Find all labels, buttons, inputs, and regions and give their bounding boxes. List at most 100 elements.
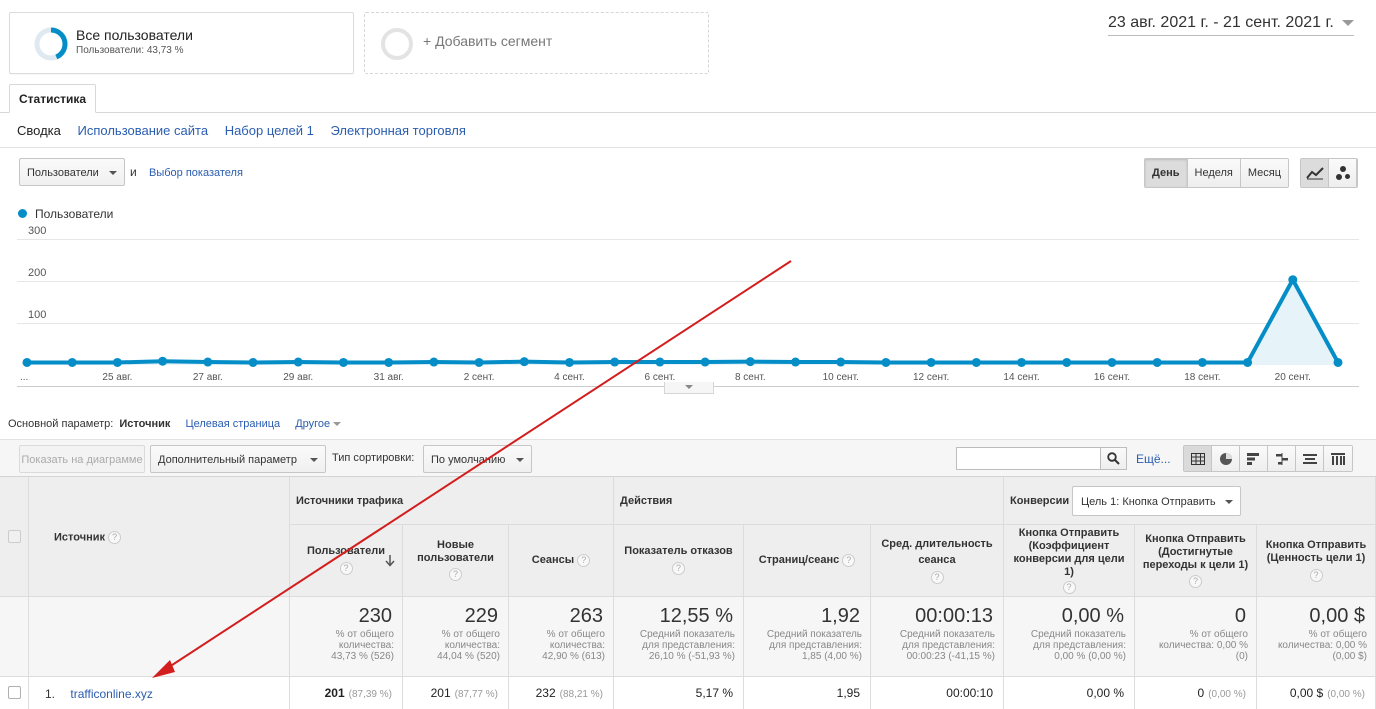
help-icon[interactable]: ?: [672, 562, 685, 576]
granularity-week-button[interactable]: Неделя: [1187, 159, 1241, 187]
help-icon[interactable]: ?: [449, 568, 462, 582]
data-table-view-icon[interactable]: [1184, 446, 1212, 471]
sort-type-select[interactable]: По умолчанию: [423, 445, 532, 473]
cell-main-value: 5,17 %: [695, 686, 733, 700]
group-conversions: Конверсии Цель 1: Кнопка Отправить: [1004, 477, 1376, 525]
date-range-label: 23 авг. 2021 г. - 21 сент. 2021 г.: [1108, 14, 1334, 31]
help-icon[interactable]: ?: [930, 571, 944, 585]
subnav-ecommerce[interactable]: Электронная торговля: [330, 123, 466, 138]
cell-main-value: 201: [324, 686, 345, 700]
primary-dimension-other[interactable]: Другое: [295, 418, 342, 430]
totals-sublabel-line: количества: 0,00 %: [1158, 640, 1248, 651]
table-view-toggle: [1183, 445, 1353, 472]
help-icon[interactable]: ?: [1062, 580, 1076, 594]
chevron-down-icon: [1341, 19, 1354, 26]
data-point: [519, 357, 529, 367]
add-segment-button[interactable]: + Добавить сегмент: [364, 12, 709, 74]
col-goal-value[interactable]: Кнопка Отправить (Ценность цели 1) ?: [1257, 525, 1376, 597]
cell-value: 0,00 %: [1087, 686, 1124, 700]
cell-main-value: 0: [1197, 686, 1205, 700]
advanced-filter-link[interactable]: Ещё...: [1136, 452, 1171, 466]
legend-label: Пользователи: [35, 207, 114, 221]
choose-metric-link[interactable]: Выбор показателя: [149, 167, 243, 179]
totals-value: 263: [569, 605, 603, 627]
subnav-site-usage[interactable]: Использование сайта: [77, 123, 209, 138]
x-tick-label: 20 сент.: [1275, 372, 1311, 383]
data-point: [1107, 357, 1117, 367]
motion-chart-icon[interactable]: [1329, 159, 1357, 187]
select-all-checkbox[interactable]: [7, 530, 21, 543]
plot-rows-button[interactable]: Показать на диаграмме: [19, 445, 145, 473]
bar-chart-view-icon[interactable]: [1240, 446, 1268, 471]
search-button[interactable]: [1100, 447, 1127, 470]
data-point: [248, 357, 258, 367]
totals-checkbox-cell: [0, 597, 29, 677]
subnav-divider: [0, 147, 1376, 148]
chart-legend: Пользователи: [18, 207, 113, 221]
col-sessions[interactable]: Сеансы ?: [509, 525, 614, 597]
cell-main-value: 0,00 %: [1086, 686, 1124, 700]
row-index: 1.: [45, 687, 56, 701]
goal-select[interactable]: Цель 1: Кнопка Отправить: [1072, 486, 1241, 516]
row-checkbox[interactable]: [7, 686, 21, 699]
segment-subtitle: Пользователи: 43,73 %: [76, 45, 184, 56]
totals-sublabel-line: Средний показатель: [639, 629, 735, 640]
granularity-month-button[interactable]: Месяц: [1240, 159, 1289, 187]
totals-value: 0,00 %: [1061, 605, 1124, 627]
term-cloud-view-icon[interactable]: [1296, 446, 1324, 471]
totals-sublabel-line: 0,00 % (0,00 %): [1054, 651, 1126, 662]
data-point: [610, 357, 620, 367]
segment-all-users[interactable]: Все пользователи Пользователи: 43,73 %: [9, 12, 354, 74]
totals-value: 0: [1234, 605, 1246, 627]
pivot-view-icon[interactable]: [1324, 446, 1352, 471]
totals-cell: 263% от общего количества: 42,90 % (613): [509, 597, 614, 677]
table-search-input[interactable]: [956, 447, 1101, 470]
cell-main-value: 1,95: [836, 686, 860, 700]
primary-dimension-current[interactable]: Источник: [119, 418, 171, 430]
col-new-users[interactable]: Новые пользователи ?: [403, 525, 509, 597]
cell-value: 00:00:10: [946, 686, 993, 700]
col-bounce-rate[interactable]: Показатель отказов ?: [614, 525, 744, 597]
data-point: [1152, 357, 1162, 367]
segment-title: Все пользователи: [76, 27, 193, 43]
goal-select-value: Цель 1: Кнопка Отправить: [1081, 496, 1216, 508]
comparison-view-icon[interactable]: [1268, 446, 1296, 471]
row-source-link[interactable]: trafficonline.xyz: [70, 687, 153, 701]
cell-percent: (87,39 %): [348, 689, 392, 700]
col-goal-conversion-rate[interactable]: Кнопка Отправить (Коэффициент конверсии …: [1004, 525, 1135, 597]
totals-sublabel-line: % от общего: [1189, 629, 1248, 640]
line-chart-icon[interactable]: [1301, 159, 1329, 187]
help-icon[interactable]: ?: [1309, 568, 1323, 582]
totals-sublabel-line: % от общего: [335, 629, 394, 640]
metric-select-value: Пользователи: [27, 167, 99, 179]
col-pages-per-session[interactable]: Страниц/сеанс ?: [744, 525, 871, 597]
help-icon[interactable]: ?: [339, 562, 353, 576]
col-avg-session-duration[interactable]: Сред. длительность сеанса ?: [871, 525, 1004, 597]
secondary-dimension-select[interactable]: Дополнительный параметр: [150, 445, 326, 473]
totals-cell: 0,00 $% от общего количества: 0,00 % (0,00…: [1257, 597, 1376, 677]
help-icon[interactable]: ?: [108, 531, 122, 544]
search-icon: [1107, 452, 1120, 465]
granularity-day-button[interactable]: День: [1145, 159, 1188, 187]
totals-sublabel: Средний показатель для представления: 0,00…: [1031, 629, 1126, 662]
help-icon[interactable]: ?: [1189, 574, 1202, 588]
cell-value: 201 (87,77 %): [431, 686, 498, 700]
table-cell: 5,17 %: [614, 677, 744, 709]
col-goal-completions[interactable]: Кнопка Отправить (Достигнутые переходы к…: [1135, 525, 1257, 597]
help-icon[interactable]: ?: [842, 554, 856, 567]
chart-collapse-handle[interactable]: [664, 382, 714, 394]
totals-sublabel-line: 26,10 % (-51,93 %): [648, 651, 735, 662]
col-users[interactable]: Пользователи ?: [290, 525, 403, 597]
metric-select[interactable]: Пользователи: [19, 158, 125, 186]
pie-chart-view-icon[interactable]: [1212, 446, 1240, 471]
help-icon[interactable]: ?: [577, 554, 591, 567]
subnav-summary[interactable]: Сводка: [17, 123, 61, 138]
data-point: [971, 357, 981, 367]
primary-dimension-landing-page[interactable]: Целевая страница: [185, 418, 281, 430]
date-range-picker[interactable]: 23 авг. 2021 г. - 21 сент. 2021 г.: [1108, 14, 1354, 36]
source-column-header[interactable]: Источник ?: [29, 477, 290, 597]
col-goal-completions-label: Кнопка Отправить (Достигнутые переходы к…: [1142, 532, 1249, 571]
subnav-goal-set-1[interactable]: Набор целей 1: [224, 123, 314, 138]
tab-statistics[interactable]: Статистика: [9, 84, 97, 113]
segment-ring-icon: [34, 27, 68, 61]
